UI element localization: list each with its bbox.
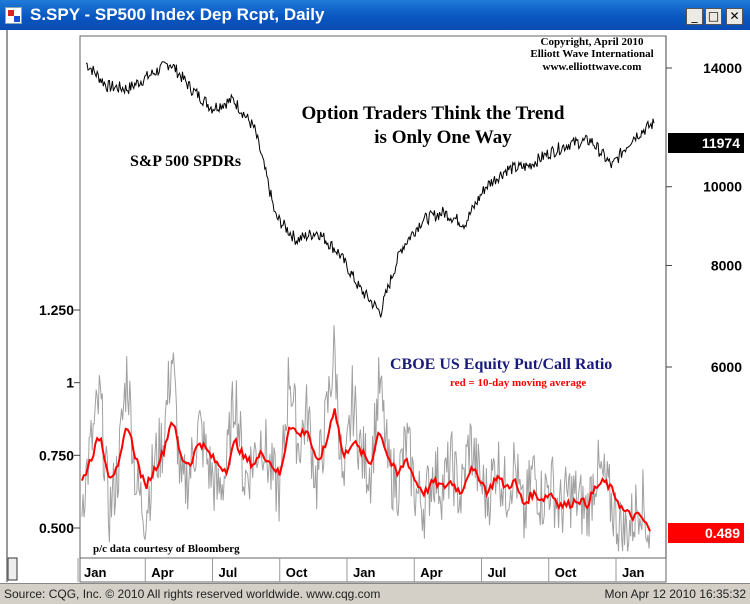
pc-tick-label: 0.750 [39,447,74,463]
data-courtesy-note: p/c data courtesy of Bloomberg [93,543,240,555]
x-tick-label: Jan [84,565,106,580]
pc-last-value: 0.489 [705,525,740,541]
x-tick-label: Jan [353,565,375,580]
spx-series-label: S&P 500 SPDRs [130,153,241,170]
chart-svg: Jan Apr Jul Oct Jan Apr Jul Oct Jan 14000 10000 80… [7,35,744,583]
x-tick-label: Jul [488,565,507,580]
status-source: Source: CQG, Inc. © 2010 All rights rese… [4,587,381,601]
spx-tick-label: 8000 [711,257,742,273]
pc-last-value-tag [668,523,744,543]
put-call-raw-series [81,325,651,552]
spx-last-value: 11974 [702,135,740,151]
x-axis-band [79,557,667,583]
spx-tick-label: 6000 [711,359,742,375]
spx-price-axis: 14000 10000 8000 6000 [666,60,742,375]
title-bar[interactable]: S.SPY - SP500 Index Dep Rcpt, Daily _ □ … [0,0,750,30]
spx-price-line [85,61,655,318]
moving-average-label: red = 10-day moving average [450,377,586,389]
put-call-axis: 1.250 1 0.750 0.500 [39,302,80,536]
close-button[interactable]: ✕ [726,8,743,25]
x-axis: Jan Apr Jul Oct Jan Apr Jul Oct Jan [77,558,644,582]
status-bar: Source: CQG, Inc. © 2010 All rights rese… [0,583,750,604]
x-tick-label: Jan [622,565,644,580]
spx-tick-label: 14000 [703,60,742,76]
headline-line-2: is Only One Way [374,127,512,148]
put-call-series-label: CBOE US Equity Put/Call Ratio [390,356,612,373]
spx-tick-label: 10000 [703,179,742,195]
spx-price-series [85,61,655,318]
copyright-line-1: Copyright, April 2010 [541,36,644,48]
headline-line-1: Option Traders Think the Trend [302,103,565,124]
pc-tick-label: 1.250 [39,302,74,318]
put-call-raw-line [81,325,651,552]
left-scroll-handle[interactable] [7,557,18,581]
window-title: S.SPY - SP500 Index Dep Rcpt, Daily [30,5,325,24]
put-call-ma-line [81,408,651,532]
app-icon[interactable] [5,7,22,24]
spx-last-value-tag [668,133,744,153]
pc-tick-label: 1 [66,375,74,391]
x-tick-label: Oct [555,565,577,580]
x-tick-label: Jul [219,565,238,580]
pc-tick-label: 0.500 [39,520,74,536]
x-tick-label: Oct [286,565,308,580]
copyright-line-3: www.elliottwave.com [543,61,642,73]
put-call-ma-series [81,408,651,532]
x-tick-label: Apr [420,565,442,580]
copyright-line-2: Elliott Wave International [530,48,653,60]
x-tick-label: Apr [151,565,173,580]
maximize-button[interactable]: □ [705,8,722,25]
minimize-button[interactable]: _ [686,8,703,25]
status-timestamp: Mon Apr 12 2010 16:35:32 [604,587,746,601]
